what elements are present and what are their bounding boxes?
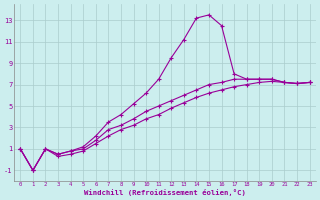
- X-axis label: Windchill (Refroidissement éolien,°C): Windchill (Refroidissement éolien,°C): [84, 189, 246, 196]
